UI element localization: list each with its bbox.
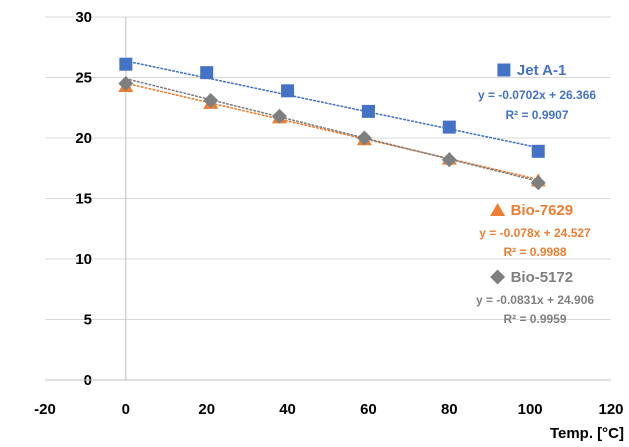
- y-tick-label: 5: [84, 312, 92, 329]
- trendline-equation-2: y = -0.0831x + 24.906: [476, 293, 594, 307]
- y-tick-label: 25: [75, 70, 92, 87]
- y-tick-label: 30: [75, 9, 92, 26]
- r-squared-2: R² = 0.9959: [503, 312, 566, 326]
- x-tick-label: 40: [279, 401, 296, 418]
- data-point-0-1: [200, 66, 214, 80]
- legend-name-2: Bio-5172: [511, 269, 574, 286]
- y-tick-label: 20: [75, 130, 92, 147]
- data-point-2-5: [530, 175, 546, 191]
- data-point-2-4: [441, 152, 457, 168]
- x-tick-label: 20: [198, 401, 215, 418]
- data-point-2-3: [356, 130, 372, 146]
- data-point-2-2: [271, 108, 287, 124]
- y-tick-label: 10: [75, 251, 92, 268]
- trendline-0: [125, 60, 540, 149]
- legend-name-1: Bio-7629: [511, 202, 574, 219]
- x-tick-label: 60: [360, 401, 377, 418]
- gridlines: [45, 16, 611, 320]
- data-point-0-5: [531, 144, 545, 158]
- trendline-2: [125, 77, 540, 182]
- y-tick-label: 15: [75, 191, 92, 208]
- data-point-0-4: [442, 120, 456, 134]
- trendline-equation-1: y = -0.078x + 24.527: [479, 226, 591, 240]
- data-point-2-0: [118, 76, 134, 92]
- trendline-equation-0: y = -0.0702x + 26.366: [478, 88, 596, 102]
- data-point-0-0: [119, 57, 133, 71]
- x-tick-label: 100: [518, 401, 543, 418]
- legend-marker-0: [497, 63, 511, 77]
- legend-name-0: Jet A-1: [517, 62, 566, 79]
- x-tick-label: 0: [122, 401, 130, 418]
- x-tick-label: -20: [34, 401, 56, 418]
- data-markers: [118, 57, 546, 191]
- trendlines: [125, 60, 540, 182]
- r-squared-1: R² = 0.9988: [503, 245, 566, 259]
- r-squared-0: R² = 0.9907: [505, 108, 568, 122]
- data-point-0-2: [281, 84, 295, 98]
- inline-legend: Jet A-1 y = -0.0702x + 26.366 R² = 0.9907 B…: [476, 62, 596, 326]
- x-tick-label: 80: [441, 401, 458, 418]
- x-axis-label: Temp. [°C]: [550, 425, 624, 442]
- legend-marker-2: [490, 269, 506, 285]
- data-point-2-1: [203, 92, 219, 108]
- data-point-0-3: [361, 104, 375, 118]
- legend-marker-1: [490, 203, 506, 216]
- x-tick-label: 120: [598, 401, 623, 418]
